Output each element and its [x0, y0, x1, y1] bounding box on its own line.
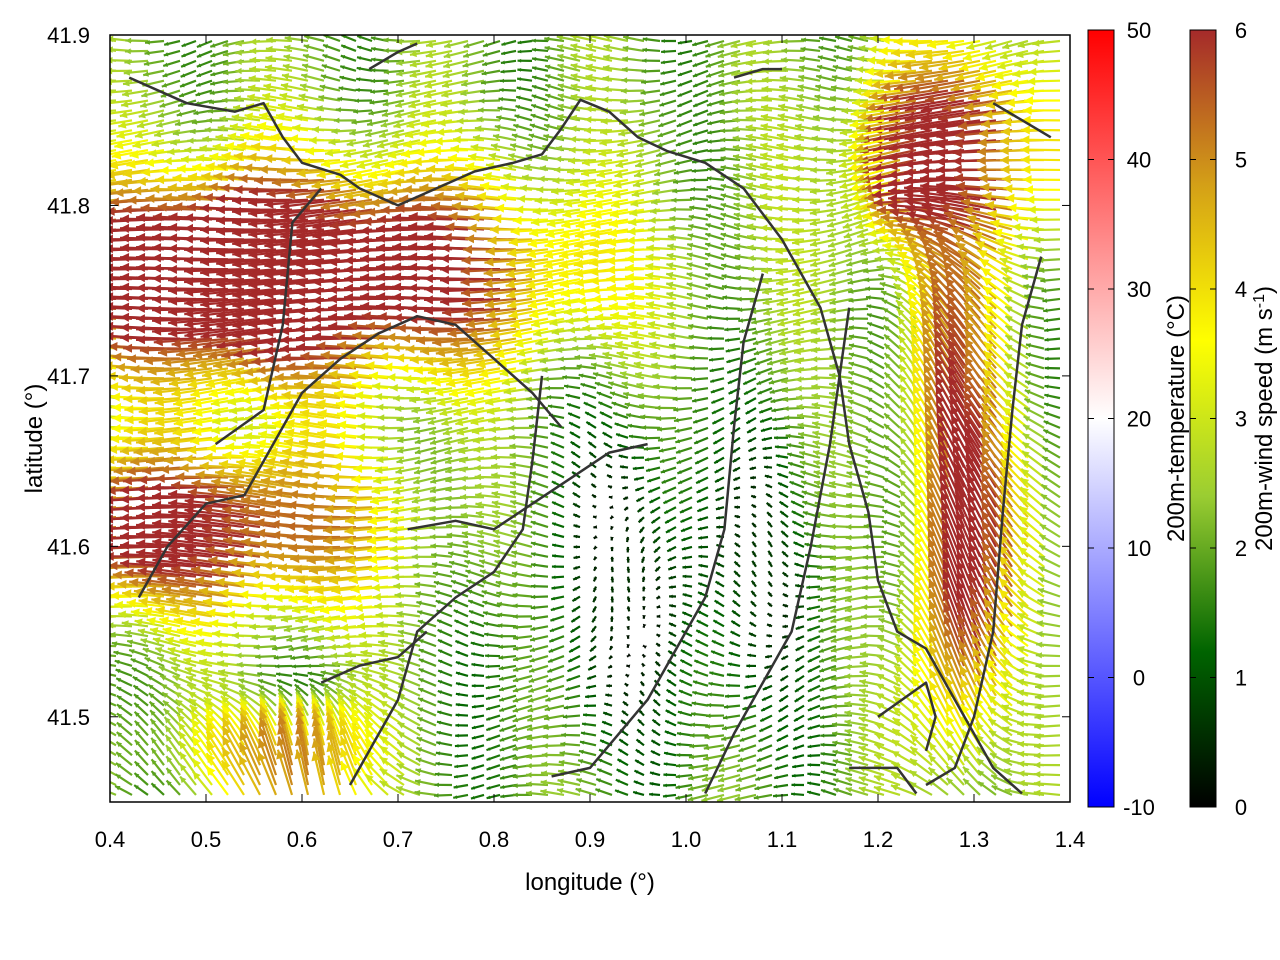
- wind-vector-head: [104, 292, 113, 301]
- wind-vector-head: [90, 209, 99, 218]
- wind-vector-head: [61, 230, 70, 239]
- wind-vector-head: [57, 249, 66, 258]
- wind-vector-head: [98, 140, 107, 149]
- wind-vector-head: [72, 265, 81, 274]
- wind-vector-head: [72, 284, 81, 293]
- wind-vector: [57, 285, 116, 294]
- wind-vector: [56, 258, 116, 267]
- wind-vector-shaft: [63, 220, 116, 227]
- wind-vector-head: [88, 283, 97, 292]
- wind-vector-head: [88, 218, 97, 227]
- wind-vector: [61, 229, 116, 239]
- wind-vector: [57, 249, 116, 258]
- wind-vector-head: [104, 273, 113, 282]
- wind-vector-head: [90, 45, 97, 52]
- wind-vector-head: [56, 276, 65, 285]
- wind-vector-head: [72, 229, 81, 238]
- wind-vector-head: [96, 151, 106, 160]
- wind-vector-head: [63, 221, 72, 230]
- wind-vector-head: [105, 78, 112, 85]
- wind-vector-head: [72, 293, 81, 302]
- wind-vector: [56, 276, 116, 285]
- wind-vector-head: [56, 258, 65, 267]
- wind-vector-head: [88, 98, 95, 105]
- wind-vector-head: [88, 273, 97, 282]
- wind-vector-shaft: [61, 229, 116, 235]
- wind-vector-head: [91, 171, 101, 180]
- wind-vector-head: [104, 263, 113, 272]
- wind-vector-head: [88, 245, 97, 254]
- wind-vector-head: [59, 240, 68, 249]
- wind-vector-shaft: [56, 269, 116, 272]
- wind-vector: [63, 220, 116, 230]
- wind-vector-head: [104, 302, 113, 311]
- wind-vector: [61, 303, 116, 312]
- wind-vector-head: [75, 181, 85, 190]
- wind-vector-head: [90, 34, 97, 41]
- wind-vector-head: [72, 238, 81, 247]
- wind-vector-shaft: [57, 289, 116, 290]
- wind-vector: [56, 267, 116, 276]
- wind-vector-head: [84, 140, 93, 148]
- wind-vector-shaft: [57, 249, 116, 254]
- wind-vector-head: [82, 150, 91, 159]
- wind-vector-head: [72, 302, 81, 311]
- wind-vector-head: [88, 236, 97, 245]
- wind-vector-head: [89, 66, 96, 73]
- wind-vector-head: [78, 171, 88, 180]
- wind-vector-head: [104, 244, 113, 253]
- wind-vector-shaft: [56, 259, 116, 263]
- wind-vector-head: [104, 282, 113, 291]
- wind-vector-head: [104, 254, 113, 263]
- wind-vector-head: [88, 108, 95, 115]
- wind-vector-head: [72, 256, 81, 265]
- wind-vector-shaft: [59, 239, 116, 245]
- plot-area: [56, 33, 1070, 802]
- wind-vector-head: [59, 294, 68, 303]
- wind-vector-head: [104, 235, 113, 244]
- wind-vector-head: [90, 55, 97, 62]
- wind-vector-head: [86, 129, 94, 137]
- wind-vector-head: [101, 120, 109, 128]
- wind-vector-head: [57, 285, 66, 294]
- wind-vector-head: [104, 216, 113, 225]
- wind-vector-head: [72, 247, 81, 256]
- wind-vector-head: [104, 225, 113, 234]
- wind-vector-head: [106, 68, 113, 75]
- wind-vector-head: [93, 161, 103, 170]
- wind-vector-head: [56, 267, 65, 276]
- wind-vector-shaft: [56, 279, 116, 281]
- wind-vector-head: [74, 220, 83, 229]
- wind-vector-shaft: [89, 80, 116, 81]
- wind-vector-shaft: [88, 101, 116, 102]
- wind-vector-head: [88, 264, 97, 273]
- wind-vector-head: [88, 227, 97, 236]
- wind-vector-head: [94, 199, 103, 208]
- wind-vector-shaft: [61, 308, 116, 309]
- wind-vector-head: [88, 181, 97, 190]
- wind-vector: [59, 239, 116, 248]
- wind-vector-head: [87, 119, 95, 126]
- wind-vector-head: [98, 190, 107, 199]
- wind-vector-head: [89, 77, 96, 84]
- wind-vector-head: [100, 130, 109, 138]
- wind-vector-head: [61, 303, 70, 312]
- wind-vector-head: [80, 160, 90, 169]
- wind-vector-head: [88, 302, 97, 311]
- wind-vector-head: [89, 87, 96, 94]
- wind-vector: [59, 294, 116, 303]
- wind-vector-head: [72, 275, 81, 284]
- wind-vector-head: [88, 255, 97, 264]
- wind-vector-head: [88, 292, 97, 301]
